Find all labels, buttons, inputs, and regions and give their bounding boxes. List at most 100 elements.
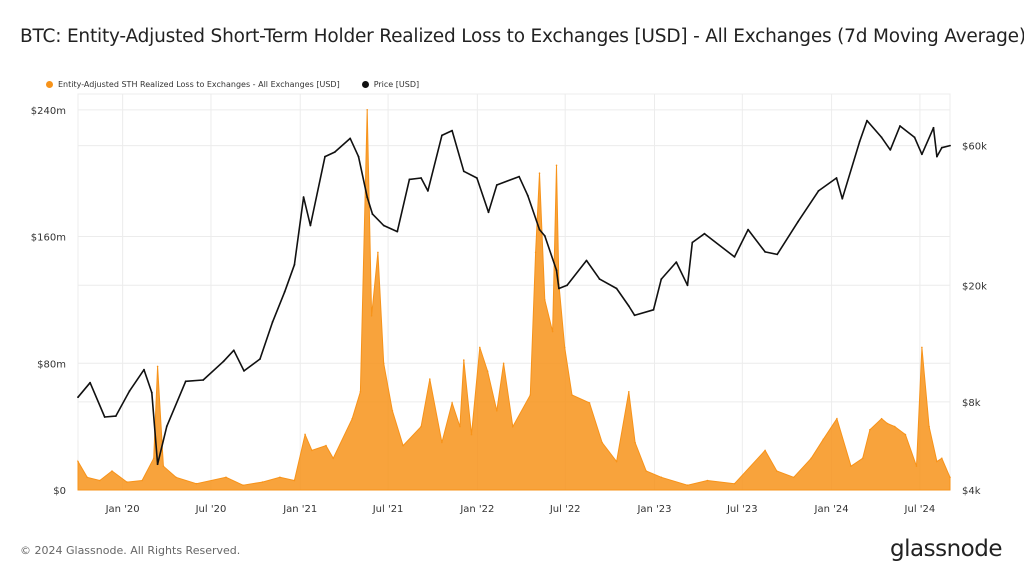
loss-point [195, 482, 198, 485]
legend-swatch-loss [46, 81, 53, 88]
loss-point [588, 402, 591, 404]
loss-point [463, 359, 465, 361]
price-point [889, 149, 892, 151]
price-point [302, 196, 305, 199]
price-point [652, 308, 655, 311]
loss-point [111, 470, 113, 472]
loss-point [810, 457, 812, 460]
loss-point [162, 465, 165, 468]
price-point [324, 155, 326, 158]
price-point [143, 368, 145, 371]
loss-point [441, 441, 443, 444]
price-point [703, 232, 706, 235]
loss-point [915, 465, 918, 468]
loss-point [141, 479, 143, 482]
legend-item-loss[interactable]: Entity-Adjusted STH Realized Loss to Exc… [46, 80, 340, 89]
x-tick-label: Jul '24 [904, 504, 936, 515]
price-point [841, 197, 844, 200]
price-point [835, 177, 838, 179]
brand-logo: glassnode [890, 536, 1002, 562]
price-point [558, 287, 560, 290]
price-point [764, 251, 766, 253]
price-point [408, 178, 411, 181]
loss-point [261, 481, 264, 483]
y-left-tick-label: $160m [31, 233, 66, 244]
loss-point [382, 362, 385, 365]
loss-point [175, 476, 177, 479]
price-point [866, 119, 868, 122]
x-tick-label: Jan '24 [814, 504, 849, 515]
loss-point [496, 410, 498, 412]
price-point [357, 155, 360, 158]
price-point [858, 140, 861, 143]
price-point [89, 381, 91, 384]
loss-point [486, 370, 489, 373]
price-point [598, 278, 601, 280]
x-tick-label: Jul '23 [726, 504, 758, 515]
x-tick-label: Jul '21 [372, 504, 404, 515]
price-point [427, 190, 429, 192]
loss-point [764, 449, 766, 452]
price-point [817, 190, 820, 192]
loss-point [893, 425, 896, 428]
price-point [932, 126, 935, 129]
price-point [660, 278, 663, 280]
loss-point [479, 346, 481, 349]
price-point [691, 241, 694, 244]
loss-point [555, 164, 558, 167]
loss-point [402, 444, 404, 447]
loss-point [77, 460, 79, 463]
loss-point [279, 476, 281, 479]
loss-point [502, 362, 505, 365]
loss-point [551, 330, 554, 333]
price-point [495, 184, 498, 186]
y-left-tick-label: $80m [37, 359, 66, 370]
loss-point [470, 433, 473, 436]
loss-point [634, 441, 636, 444]
x-tick-label: Jul '20 [195, 504, 227, 515]
price-point [899, 125, 901, 127]
loss-point [869, 429, 871, 431]
loss-point [99, 479, 101, 482]
loss-point [152, 457, 155, 460]
price-point [538, 228, 541, 231]
price-point [940, 146, 943, 149]
copyright-footer: © 2024 Glassnode. All Rights Reserved. [20, 544, 241, 557]
loss-point [880, 417, 883, 420]
price-point [441, 134, 443, 137]
legend: Entity-Adjusted STH Realized Loss to Exc… [46, 80, 441, 89]
price-point [733, 256, 736, 258]
price-point [747, 228, 749, 231]
loss-point [242, 484, 244, 487]
price-point [420, 177, 422, 179]
loss-point [836, 417, 838, 420]
price-point [797, 220, 799, 223]
price-point [686, 284, 689, 287]
loss-point [941, 457, 943, 460]
loss-point [949, 476, 951, 479]
price-point [776, 253, 779, 256]
price-point [232, 349, 235, 352]
loss-point [645, 470, 647, 472]
loss-area [77, 109, 951, 491]
loss-point [861, 457, 864, 460]
price-point [349, 137, 352, 140]
price-point [333, 151, 336, 154]
loss-point [126, 481, 128, 483]
legend-item-price[interactable]: Price [USD] [361, 80, 419, 89]
x-tick-label: Jan '23 [636, 504, 671, 515]
price-point [566, 284, 568, 287]
price-point [150, 391, 153, 394]
price-point [309, 224, 312, 227]
price-point [128, 390, 131, 393]
loss-point [615, 460, 618, 463]
price-point [543, 235, 546, 237]
price-point [222, 360, 225, 363]
price-point [585, 259, 588, 262]
loss-point [420, 425, 422, 428]
loss-point [571, 394, 573, 396]
price-point [165, 425, 168, 428]
x-tick-label: Jan '21 [282, 504, 317, 515]
loss-point [904, 433, 907, 436]
